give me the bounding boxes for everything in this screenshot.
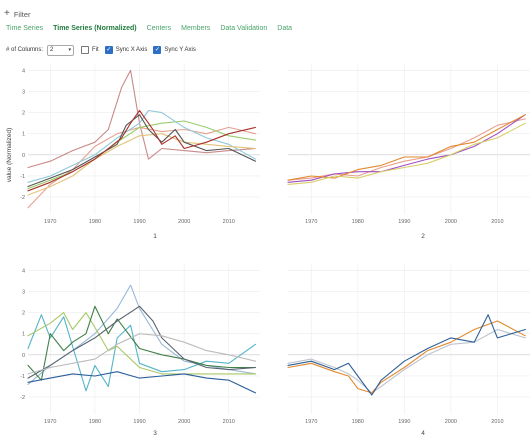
- plot-area: [28, 264, 260, 414]
- x-tick-label: 1980: [89, 419, 101, 425]
- sync-y-checkbox[interactable]: Sync Y Axis: [153, 46, 196, 54]
- series-line-4: [287, 122, 526, 185]
- x-tick-label: 2000: [178, 419, 190, 425]
- tab-data-validation[interactable]: Data Validation: [220, 25, 268, 32]
- fit-checkbox[interactable]: Fit: [81, 46, 99, 54]
- fit-checkbox-box[interactable]: [81, 46, 90, 54]
- sync-x-label: Sync X Axis: [115, 47, 148, 53]
- x-tick-label: 2010: [491, 219, 503, 225]
- columns-select[interactable]: 2 ▾: [47, 44, 75, 56]
- plot-area: [288, 64, 530, 214]
- tab-data[interactable]: Data: [277, 25, 293, 32]
- x-tick-label: 1980: [352, 219, 364, 225]
- sync-x-checkbox-box[interactable]: [104, 46, 113, 54]
- x-tick-label: 2010: [491, 419, 503, 425]
- x-tick-label: 1970: [44, 219, 56, 225]
- series-line-7: [27, 371, 257, 394]
- series-line-6: [27, 114, 257, 188]
- y-tick-label: -1: [20, 174, 25, 180]
- series-line-3: [287, 114, 526, 181]
- tab-centers[interactable]: Centers: [146, 25, 172, 32]
- y-tick-label: -1: [20, 374, 25, 380]
- y-tick-label: 1: [22, 332, 25, 338]
- chart-panel-3: -2 -1 0 1 2 3 4 1970 1980 1990 2000 2010 3: [20, 264, 260, 437]
- y-tick-label: 2: [22, 311, 25, 317]
- series-line-1: [27, 69, 257, 169]
- chart-title-3: 3: [153, 430, 157, 437]
- series-line-1: [287, 118, 526, 181]
- x-tick-label: 2010: [223, 219, 235, 225]
- y-tick-label: 2: [22, 111, 25, 117]
- y-axis-label: value (Normalized): [6, 128, 13, 183]
- series-line-3: [287, 314, 526, 396]
- columns-label: # of Columns:: [6, 47, 44, 53]
- x-tick-label: 1990: [398, 219, 410, 225]
- y-tick-label: 3: [22, 289, 25, 295]
- series-line-4: [27, 305, 257, 381]
- chart-title-4: 4: [421, 430, 425, 437]
- x-tick-label: 1990: [133, 219, 145, 225]
- x-tick-label: 1980: [352, 419, 364, 425]
- chart-panel-1: -2 -1 0 1 2 3 4 1970 1980 1990 2000 2010 1: [20, 64, 260, 240]
- tab-bar: Time Series Time Series (Normalized) Cen…: [6, 25, 302, 32]
- series-line-6: [27, 333, 257, 375]
- series-line-3: [27, 312, 257, 375]
- chart-title-1: 1: [153, 233, 157, 240]
- y-tick-label: 0: [22, 353, 25, 359]
- filter-toggle[interactable]: + Filter: [4, 7, 31, 21]
- series-line-2: [27, 314, 257, 392]
- plus-icon: +: [4, 8, 10, 19]
- x-tick-label: 1970: [305, 219, 317, 225]
- y-tick-label: -2: [20, 195, 25, 201]
- sync-y-checkbox-box[interactable]: [153, 46, 162, 54]
- chevron-down-icon: ▾: [68, 47, 72, 53]
- tab-time-series-normalized[interactable]: Time Series (Normalized): [53, 25, 137, 32]
- y-tick-label: -2: [20, 395, 25, 401]
- x-tick-label: 1970: [305, 419, 317, 425]
- chart-panel-4: 1970 1980 1990 2000 2010 4: [287, 264, 530, 437]
- y-tick-label: 4: [22, 68, 25, 74]
- y-tick-label: 0: [22, 153, 25, 159]
- sync-x-checkbox[interactable]: Sync X Axis: [104, 46, 148, 54]
- x-tick-label: 1980: [89, 219, 101, 225]
- series-line-3: [27, 120, 257, 190]
- x-tick-label: 2000: [445, 219, 457, 225]
- x-tick-label: 1990: [133, 419, 145, 425]
- sync-y-label: Sync Y Axis: [164, 47, 196, 53]
- x-tick-label: 1990: [398, 419, 410, 425]
- tab-members[interactable]: Members: [181, 25, 211, 32]
- filter-label: Filter: [13, 9, 31, 19]
- chart-title-2: 2: [421, 233, 425, 240]
- x-tick-label: 1970: [44, 419, 56, 425]
- y-tick-label: 3: [22, 89, 25, 95]
- y-tick-label: 4: [22, 268, 25, 274]
- x-tick-label: 2010: [223, 419, 235, 425]
- tab-time-series[interactable]: Time Series: [6, 25, 44, 32]
- series-line-5: [27, 305, 257, 379]
- series-line-5: [27, 133, 257, 196]
- fit-label: Fit: [92, 47, 99, 53]
- y-tick-label: 1: [22, 132, 25, 138]
- plot-area: [288, 264, 530, 414]
- x-tick-label: 2000: [178, 219, 190, 225]
- series-line-7: [27, 109, 257, 192]
- series-line-2: [287, 320, 526, 394]
- chart-panel-2: 1970 1980 1990 2000 2010 2: [287, 64, 530, 240]
- columns-value: 2: [50, 47, 54, 53]
- plot-controls: # of Columns: 2 ▾ Fit Sync X Axis Sync Y…: [6, 44, 202, 56]
- x-tick-label: 2000: [445, 419, 457, 425]
